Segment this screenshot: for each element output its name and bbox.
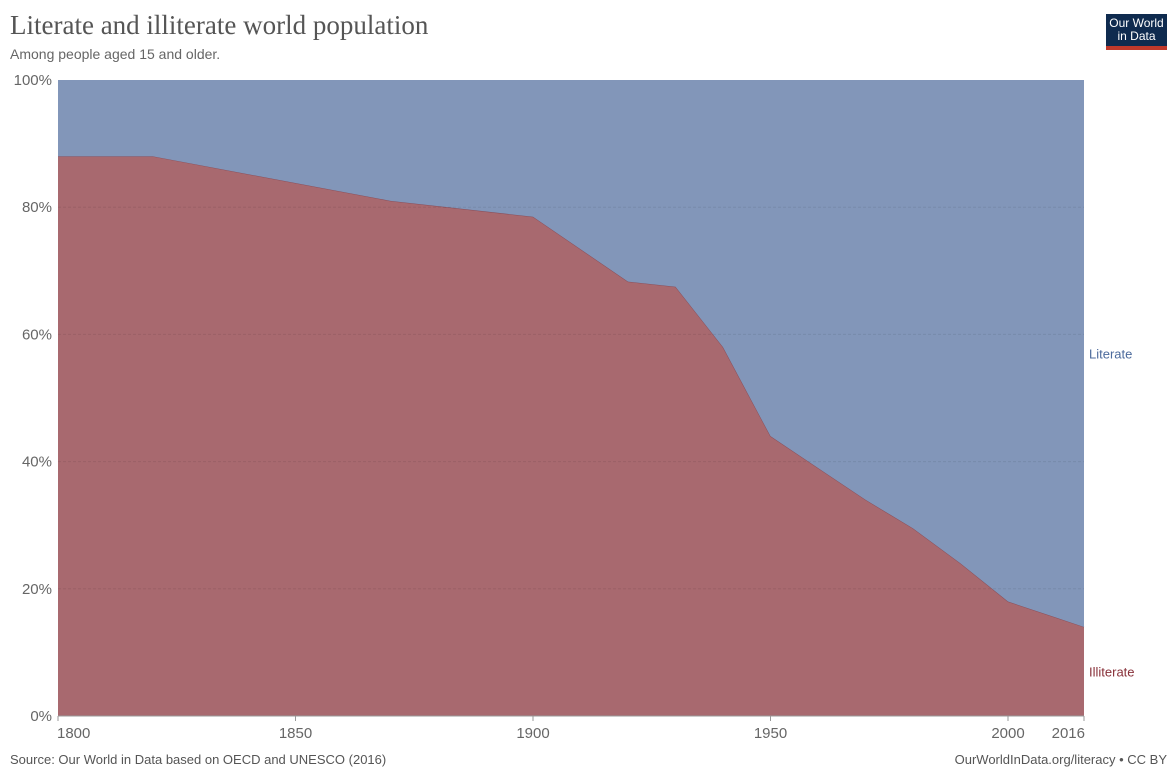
series-label-illiterate: Illiterate bbox=[1089, 664, 1135, 679]
chart-title: Literate and illiterate world population bbox=[10, 10, 429, 40]
chart-subtitle: Among people aged 15 and older. bbox=[10, 46, 221, 62]
source-note: Source: Our World in Data based on OECD … bbox=[10, 752, 387, 767]
y-tick-label: 0% bbox=[30, 708, 52, 725]
logo-line-2: in Data bbox=[1117, 29, 1156, 43]
x-tick-label: 2016 bbox=[1052, 725, 1085, 742]
y-tick-label: 40% bbox=[22, 454, 52, 471]
x-tick-label: 1800 bbox=[57, 725, 90, 742]
x-tick-label: 1900 bbox=[516, 725, 549, 742]
area-illiterate bbox=[58, 156, 1084, 716]
x-tick-label: 1850 bbox=[279, 725, 312, 742]
y-tick-label: 60% bbox=[22, 326, 52, 343]
y-tick-label: 100% bbox=[14, 72, 52, 89]
x-tick-label: 2000 bbox=[991, 725, 1024, 742]
y-tick-label: 20% bbox=[22, 581, 52, 598]
y-tick-label: 80% bbox=[22, 199, 52, 216]
logo-line-1: Our World bbox=[1109, 16, 1164, 30]
x-tick-label: 1950 bbox=[754, 725, 787, 742]
owid-logo[interactable]: Our World in Data bbox=[1106, 14, 1167, 50]
license-link[interactable]: OurWorldInData.org/literacy • CC BY bbox=[954, 752, 1167, 767]
series-label-literate: Literate bbox=[1089, 346, 1132, 361]
area-literate bbox=[58, 80, 1084, 627]
